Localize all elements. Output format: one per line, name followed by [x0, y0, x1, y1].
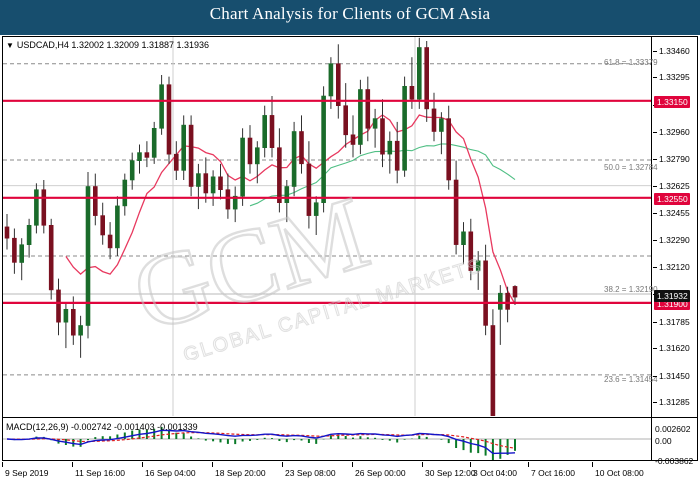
macd-scale-label: -0.003862 — [655, 456, 694, 466]
time-label: 16 Sep 04:00 — [145, 468, 196, 478]
time-tick — [72, 462, 73, 467]
price-tick — [653, 77, 657, 79]
macd-scale-label: 0.002602 — [655, 424, 691, 434]
time-label: 26 Sep 00:00 — [355, 468, 406, 478]
macd-indicator-label: MACD(12,26,9) -0.002742 -0.001403 -0.001… — [6, 422, 198, 432]
chart-frame — [2, 36, 698, 461]
price-tick — [653, 50, 657, 52]
fib-label-61-8: 61.8 = 1.33379 — [604, 58, 658, 67]
fib-label-50-0: 50.0 = 1.32784 — [604, 163, 658, 172]
price-tick — [653, 348, 657, 350]
time-tick — [422, 462, 423, 467]
time-tick — [2, 462, 3, 467]
fib-label-23-6: 23.6 = 1.31454 — [604, 375, 658, 384]
macd-scale-label: 0.00 — [655, 436, 672, 446]
time-label: 23 Sep 08:00 — [285, 468, 336, 478]
candlestick-plot — [3, 37, 652, 416]
price-tick — [653, 159, 657, 160]
price-label: 1.31620 — [659, 343, 690, 354]
symbol-ohlc-bar[interactable]: ▼ USDCAD,H4 1.32002 1.32009 1.31887 1.319… — [6, 40, 209, 50]
time-label: 11 Sep 16:00 — [75, 468, 125, 478]
price-tick — [653, 375, 657, 377]
time-tick — [470, 462, 471, 467]
time-tick — [212, 462, 213, 467]
page-title: Chart Analysis for Clients of GCM Asia — [209, 4, 491, 23]
price-tick — [653, 213, 657, 215]
price-tick — [653, 402, 657, 404]
price-label: 1.32790 — [659, 154, 690, 164]
price-label: 1.31285 — [659, 397, 690, 408]
time-label: 7 Oct 16:00 — [531, 468, 575, 478]
price-label: 1.32960 — [659, 126, 690, 137]
price-tick — [653, 239, 657, 241]
time-axis[interactable]: 9 Sep 2019 11 Sep 16:00 16 Sep 04:00 18 Sep… — [0, 462, 700, 482]
time-label: 3 Oct 04:00 — [473, 468, 517, 478]
price-label: 1.31785 — [659, 316, 690, 327]
time-label: 30 Sep 12:00 — [425, 468, 476, 478]
time-label: 18 Sep 20:00 — [215, 468, 266, 478]
current-price-badge: 1.31932 — [654, 289, 690, 302]
title-band — [0, 0, 700, 35]
time-label: 9 Sep 2019 — [5, 468, 49, 478]
price-label: 1.32290 — [659, 234, 690, 245]
time-label: 10 Oct 08:00 — [595, 468, 644, 478]
price-tick — [653, 321, 657, 323]
price-pane[interactable] — [3, 37, 697, 416]
price-scale[interactable]: 1.334601.332951.331251.329601.327901.326… — [653, 36, 700, 466]
price-label: 1.33460 — [659, 45, 690, 56]
time-tick — [592, 462, 593, 467]
price-level-badge: 1.32550 — [654, 192, 690, 205]
price-level-badge: 1.33150 — [654, 95, 690, 108]
triangle-down-icon[interactable]: ▼ — [6, 41, 14, 50]
fib-label-38-2: 38.2 = 1.32190 — [604, 285, 658, 294]
symbol-ohlc-text: USDCAD,H4 1.32002 1.32009 1.31887 1.3193… — [16, 40, 210, 50]
price-label: 1.31450 — [659, 370, 690, 381]
price-label: 1.32120 — [659, 262, 690, 273]
time-tick — [142, 462, 143, 467]
macd-plot — [3, 427, 652, 460]
price-scale-divider — [651, 36, 652, 461]
time-tick — [528, 462, 529, 467]
price-label: 1.32455 — [659, 208, 690, 219]
price-tick — [653, 267, 657, 269]
price-label: 1.32625 — [659, 180, 690, 191]
macd-pane[interactable] — [3, 417, 697, 461]
time-tick — [352, 462, 353, 467]
price-label: 1.33295 — [659, 72, 690, 83]
price-tick — [653, 131, 657, 133]
price-tick — [653, 185, 657, 187]
time-tick — [282, 462, 283, 467]
